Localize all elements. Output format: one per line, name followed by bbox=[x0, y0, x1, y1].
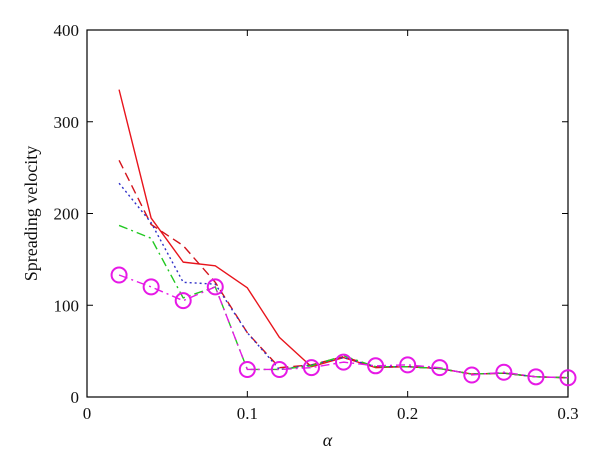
series-1 bbox=[118, 89, 569, 379]
y-axis-label: Spreading velocity bbox=[21, 146, 41, 281]
x-tick-label: 0 bbox=[83, 404, 92, 423]
series-line bbox=[118, 274, 569, 379]
y-tick-label: 400 bbox=[54, 21, 80, 40]
data-point-marker bbox=[238, 360, 256, 378]
x-tick-label: 0.1 bbox=[237, 404, 258, 423]
plot-frame bbox=[86, 29, 569, 398]
plot-border bbox=[86, 29, 569, 398]
data-point-marker bbox=[431, 359, 449, 377]
series-line bbox=[118, 89, 569, 379]
series-3 bbox=[118, 182, 569, 379]
data-point-marker bbox=[110, 266, 128, 284]
data-point-marker bbox=[527, 368, 545, 386]
data-point-marker bbox=[302, 359, 320, 377]
data-point-marker bbox=[270, 360, 288, 378]
data-point-marker bbox=[495, 363, 513, 381]
data-point-marker bbox=[559, 369, 577, 387]
data-point-marker bbox=[174, 292, 192, 310]
data-point-marker bbox=[142, 278, 160, 296]
data-point-marker bbox=[367, 357, 385, 375]
data-point-marker bbox=[206, 278, 224, 296]
data-point-marker bbox=[399, 356, 417, 374]
y-tick-label: 300 bbox=[54, 113, 80, 132]
x-tick-label: 0.3 bbox=[557, 404, 578, 423]
data-point-marker bbox=[335, 353, 353, 371]
series-2 bbox=[118, 159, 569, 379]
series-5 bbox=[110, 266, 577, 387]
data-point-marker bbox=[463, 366, 481, 384]
y-tick-label: 0 bbox=[71, 388, 80, 407]
x-axis-label: α bbox=[323, 430, 333, 450]
series-line bbox=[118, 182, 569, 379]
ticks-layer: 0 0.1 0.2 0.3 0 100 200 300 400 bbox=[54, 21, 579, 423]
y-tick-label: 100 bbox=[54, 296, 80, 315]
series-layer bbox=[110, 89, 577, 387]
y-tick-label: 200 bbox=[54, 205, 80, 224]
series-line bbox=[118, 159, 569, 379]
x-tick-label: 0.2 bbox=[397, 404, 418, 423]
